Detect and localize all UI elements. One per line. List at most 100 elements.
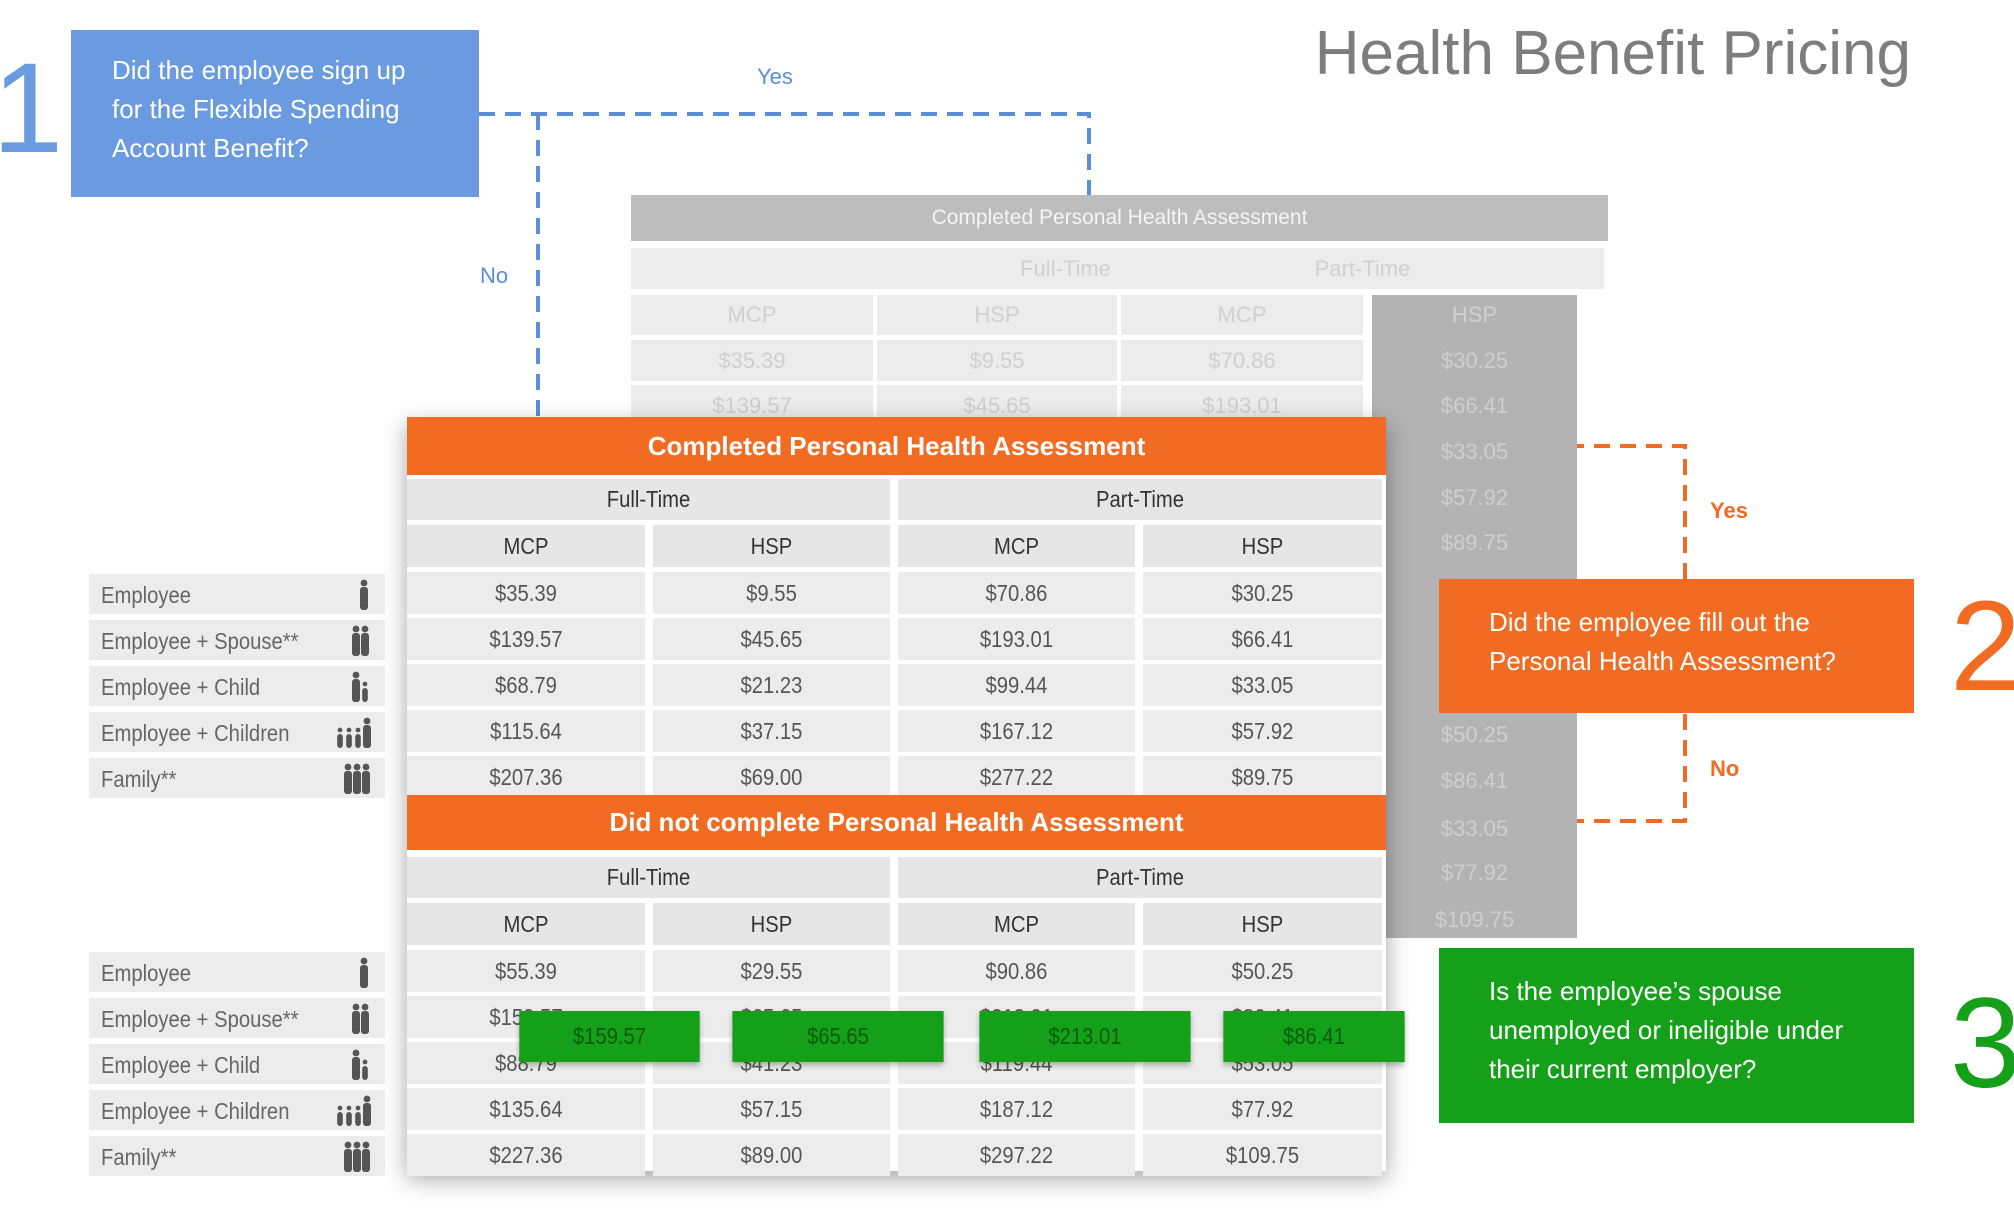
cell-bg [407, 756, 645, 798]
price-cell: $68.79 [495, 671, 557, 698]
row-label: Family** [101, 1144, 177, 1170]
column-header [653, 525, 890, 567]
bg-cell: $30.25 [1372, 340, 1577, 381]
question-text: Account Benefit? [112, 133, 309, 163]
person-icon [352, 1003, 369, 1034]
bg-column-header: HSP [1372, 295, 1577, 335]
price-cell: $109.75 [1225, 1141, 1300, 1168]
cell-bg [1143, 664, 1382, 706]
group-header-text: Full-Time [606, 486, 691, 512]
cell-bg [898, 710, 1135, 752]
table-header: Completed Personal Health Assessment [407, 417, 1386, 475]
price-cell: $89.75 [1231, 763, 1294, 790]
column-header-text: MCP [503, 910, 549, 937]
price-cell: $50.25 [1231, 957, 1294, 984]
branch-yes: Yes [1710, 498, 1748, 523]
row-label-bg [89, 712, 385, 752]
blue-connector [479, 112, 1091, 418]
question-text: Did the employee sign up [112, 55, 406, 85]
price-cell: $57.15 [740, 1095, 803, 1122]
branch-yes: Yes [757, 64, 793, 89]
price-cell: $297.22 [979, 1141, 1054, 1168]
row-label: Employee + Child [101, 674, 261, 700]
question-number: 1 [0, 37, 64, 180]
cell-bg [653, 572, 890, 614]
group-header [898, 479, 1382, 520]
column-header-text: HSP [750, 910, 793, 937]
cell-bg [407, 710, 645, 752]
column-header [407, 903, 645, 945]
person-icon [337, 1095, 371, 1126]
bg-hsp-cell: $77.92 [1440, 860, 1509, 885]
price-cell: $99.44 [985, 671, 1048, 698]
price-cell: $89.00 [740, 1141, 803, 1168]
cell-bg [1143, 950, 1382, 992]
person-icon [352, 671, 368, 702]
price-cell: $135.64 [489, 1095, 563, 1122]
cell-bg [898, 950, 1135, 992]
price-cell: $70.86 [985, 579, 1048, 606]
price-cell: $115.64 [490, 717, 562, 744]
row-label-bg [89, 952, 385, 992]
question-number: 3 [1950, 972, 2014, 1115]
cell-bg [1143, 1088, 1382, 1130]
row-label: Family** [101, 766, 177, 792]
price-cell: $55.39 [495, 957, 557, 984]
person-icon [360, 957, 368, 988]
price-cell: $30.25 [1231, 579, 1294, 606]
column-header-text: HSP [750, 532, 793, 559]
row-label-bg [89, 1044, 385, 1084]
cell-bg [653, 1134, 890, 1176]
bg-hsp-cell: $50.25 [1440, 722, 1509, 747]
cell-bg [653, 1088, 890, 1130]
person-icon [337, 717, 371, 748]
branch-no: No [480, 263, 509, 288]
bg-hsp-cell: $33.05 [1440, 439, 1509, 464]
bg-column-header: HSP [877, 295, 1117, 335]
column-header [407, 525, 645, 567]
question-box [1439, 948, 1914, 1123]
question-text: Did the employee fill out the [1489, 607, 1810, 637]
price-cell: $207.36 [489, 763, 563, 790]
bg-hsp-cell: $57.92 [1440, 485, 1509, 510]
price-cell: $33.05 [1231, 671, 1294, 698]
column-header [898, 903, 1135, 945]
price-cell: $35.39 [495, 579, 557, 606]
cell-bg [898, 1088, 1135, 1130]
price-cell: $45.65 [740, 625, 803, 652]
group-header [407, 479, 890, 520]
price-cell: $187.12 [979, 1095, 1054, 1122]
column-header [1143, 903, 1382, 945]
cell-bg [653, 710, 890, 752]
bg-hsp-cell: $33.05 [1440, 816, 1509, 841]
row-label-bg [89, 620, 385, 660]
price-cell: $193.01 [979, 625, 1054, 652]
branch-no: No [1710, 756, 1740, 781]
bg-hsp-cell: $86.41 [1440, 768, 1509, 793]
bg-table-header: Completed Personal Health Assessment [631, 195, 1608, 241]
bg-cell: $9.55 [877, 340, 1117, 381]
bg-cell: $35.39 [631, 340, 873, 381]
group-header [898, 857, 1382, 898]
person-icon [344, 763, 370, 794]
orange-connector [1386, 444, 1687, 823]
row-label: Employee + Children [101, 720, 290, 746]
cell-bg [898, 664, 1135, 706]
question-text: Is the employee’s spouse [1489, 976, 1782, 1006]
price-cell: $90.86 [985, 957, 1048, 984]
price-cell: $57.92 [1231, 717, 1294, 744]
bg-column-header: MCP [1121, 295, 1363, 335]
price-cell: $139.57 [489, 625, 563, 652]
cell-bg [1143, 1134, 1382, 1176]
column-header [1143, 525, 1382, 567]
price-cell: $66.41 [1231, 625, 1294, 652]
cell-bg [653, 950, 890, 992]
cell-bg [407, 1088, 645, 1130]
row-label-bg [89, 574, 385, 614]
cell-bg [407, 572, 645, 614]
price-cell: $21.23 [740, 671, 803, 698]
row-label-bg [89, 758, 385, 798]
row-label: Employee + Spouse** [101, 1006, 299, 1032]
spouse-price: $65.65 [732, 1011, 944, 1062]
